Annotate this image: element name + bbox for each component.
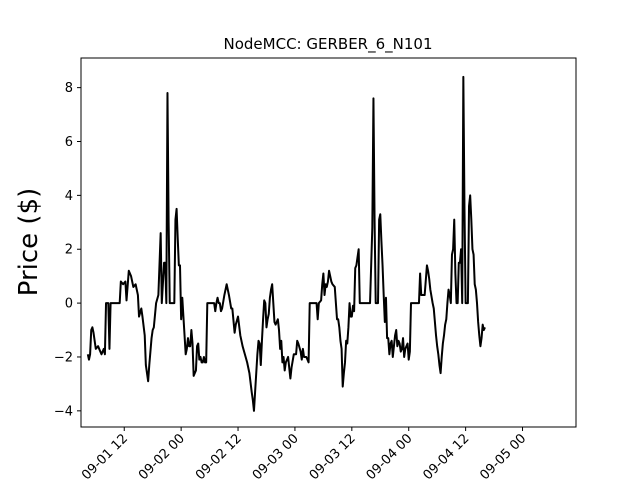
series-line-0	[86, 75, 486, 412]
y-tick-label: 0	[65, 297, 73, 312]
chart-title: NodeMCC: GERBER_6_N101	[224, 35, 433, 54]
axes-frame	[80, 57, 577, 428]
y-tick-label: 6	[65, 135, 73, 150]
y-axis-label: Price ($)	[14, 188, 44, 297]
y-tick-label: −4	[54, 404, 73, 419]
y-tick-label: 2	[65, 243, 73, 258]
y-tick-label: 4	[65, 189, 73, 204]
y-tick-label: 8	[65, 81, 73, 96]
y-tick-label: −2	[54, 350, 73, 365]
